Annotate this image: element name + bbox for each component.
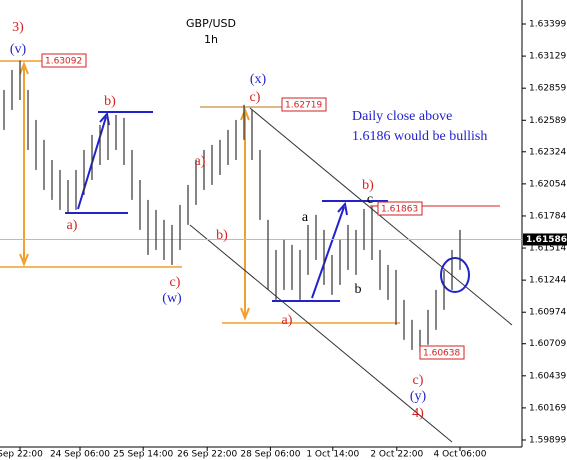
y-tick-label: 1.60169 (529, 403, 566, 413)
x-tick-label: 25 Sep 14:00 (113, 450, 173, 460)
x-tick-label: 24 Sep 06:00 (50, 450, 110, 460)
chart-subtitle: 1h (204, 33, 218, 46)
price-label: 1.63092 (45, 57, 82, 67)
wave-annotation: a (302, 210, 309, 225)
y-tick-label: 1.63129 (529, 52, 566, 62)
y-tick-label: 1.62324 (529, 147, 566, 157)
wave-annotation: c) (250, 90, 261, 105)
wave-annotation: c) (170, 275, 181, 290)
wave-annotation: (x) (250, 72, 267, 87)
x-tick-label: 1 Oct 14:00 (306, 450, 359, 460)
y-tick-label: 1.62589 (529, 116, 566, 126)
price-label-box (377, 201, 423, 216)
wave-annotation: 1.6186 would be bullish (352, 129, 487, 144)
price-label-box (41, 53, 87, 68)
y-tick-label: 1.60974 (529, 308, 566, 318)
wave-annotation: b) (104, 94, 116, 109)
drawings (0, 60, 513, 443)
y-tick-label: 1.61784 (529, 211, 566, 221)
price-label: 1.62719 (285, 101, 322, 111)
y-tick-label: 1.62054 (529, 179, 566, 189)
wave-annotation: b) (216, 228, 228, 243)
price-label: 1.61863 (381, 205, 418, 215)
price-label: 1.60638 (423, 349, 460, 359)
x-tick-label: 26 Sep 22:00 (177, 450, 237, 460)
wave-annotation: c (367, 192, 373, 207)
wave-annotation: b (355, 282, 362, 297)
wave-annotation: Daily close above (352, 109, 452, 124)
wave-annotation: a) (195, 154, 206, 169)
price-label-box (419, 345, 465, 360)
x-tick-label: Sep 22:00 (0, 450, 43, 460)
wave-annotation: a) (67, 218, 78, 233)
wave-annotation: 3) (12, 20, 24, 35)
wave-annotation: (y) (410, 389, 427, 404)
last-price-box (523, 233, 567, 246)
wave-annotation: a) (282, 313, 293, 328)
x-tick-label: 28 Sep 06:00 (240, 450, 300, 460)
y-tick-label: 1.61514 (529, 244, 566, 254)
wave-annotation: 4) (412, 406, 424, 421)
y-tick-label: 1.60439 (529, 371, 566, 381)
y-tick-label: 1.62859 (529, 84, 566, 94)
y-tick-label: 1.59899 (529, 435, 566, 445)
y-tick-label: 1.61244 (529, 276, 566, 286)
wave-annotation: b) (362, 178, 374, 193)
y-tick-label: 1.63399 (529, 20, 566, 30)
y-tick-label: 1.60709 (529, 339, 566, 349)
wave-annotation: (v) (10, 42, 27, 57)
x-tick-label: 2 Oct 22:00 (370, 450, 423, 460)
price-label-box (281, 97, 327, 112)
wave-annotation: c) (413, 373, 424, 388)
chart-title: GBP/USD (186, 17, 236, 30)
x-tick-label: 4 Oct 06:00 (434, 450, 487, 460)
wave-annotation: (w) (162, 291, 182, 306)
last-price-label: 1.61586 (526, 235, 567, 245)
